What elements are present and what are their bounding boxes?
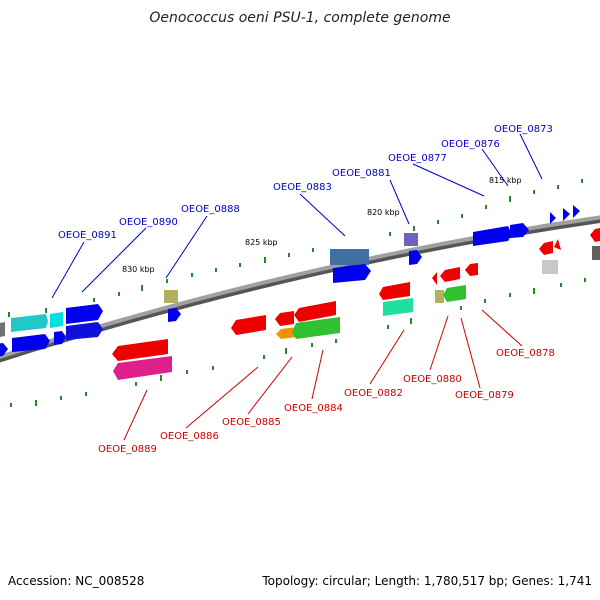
gene-label[interactable]: OEOE_0878 bbox=[496, 348, 555, 359]
gene-feature[interactable] bbox=[164, 290, 178, 303]
gene-feature[interactable] bbox=[66, 304, 103, 324]
gene-label[interactable]: OEOE_0885 bbox=[222, 417, 281, 428]
gene-feature[interactable] bbox=[292, 317, 340, 339]
gene-feature[interactable] bbox=[113, 356, 172, 380]
gene-feature[interactable] bbox=[573, 205, 580, 218]
gene-feature[interactable] bbox=[275, 311, 294, 326]
gene-label[interactable]: OEOE_0889 bbox=[98, 444, 157, 455]
gene-feature[interactable] bbox=[440, 267, 460, 282]
gene-label[interactable]: OEOE_0886 bbox=[160, 431, 219, 442]
gene-feature[interactable] bbox=[465, 263, 478, 276]
gene-feature[interactable] bbox=[50, 312, 63, 328]
gene-feature[interactable] bbox=[66, 322, 103, 340]
gene-feature[interactable] bbox=[379, 282, 410, 300]
gene-label[interactable]: OEOE_0888 bbox=[181, 204, 240, 215]
gene-feature[interactable] bbox=[383, 298, 413, 316]
gene-feature[interactable] bbox=[231, 315, 266, 335]
forward-labels: OEOE_0891 OEOE_0890 OEOE_0888 OEOE_0883 … bbox=[58, 124, 553, 241]
scale-label-820: 820 kbp bbox=[367, 208, 400, 217]
gene-feature[interactable] bbox=[435, 290, 444, 303]
gene-feature[interactable] bbox=[112, 339, 168, 361]
topology-text: Topology: circular; Length: 1,780,517 bp… bbox=[262, 574, 592, 588]
gene-label[interactable]: OEOE_0873 bbox=[494, 124, 553, 135]
gene-feature[interactable] bbox=[542, 260, 558, 274]
gene-label[interactable]: OEOE_0879 bbox=[455, 390, 514, 401]
scale-label-830: 830 kbp bbox=[122, 265, 155, 274]
gene-feature[interactable] bbox=[0, 343, 8, 357]
gene-feature[interactable] bbox=[11, 314, 48, 332]
gene-feature[interactable] bbox=[0, 322, 5, 338]
gene-label[interactable]: OEOE_0883 bbox=[273, 182, 332, 193]
gene-feature[interactable] bbox=[473, 226, 512, 246]
gene-feature[interactable] bbox=[590, 227, 600, 242]
gene-label[interactable]: OEOE_0884 bbox=[284, 403, 343, 414]
gene-feature[interactable] bbox=[510, 223, 529, 238]
forward-features bbox=[0, 205, 580, 357]
gene-feature[interactable] bbox=[12, 334, 50, 352]
gene-label[interactable]: OEOE_0880 bbox=[403, 374, 462, 385]
gene-feature[interactable] bbox=[550, 212, 556, 224]
gene-feature[interactable] bbox=[539, 241, 553, 255]
scale-ticks-inner bbox=[10, 278, 586, 407]
forward-leader-lines bbox=[51, 133, 543, 299]
gene-label[interactable]: OEOE_0881 bbox=[332, 168, 391, 179]
gene-feature[interactable] bbox=[294, 301, 336, 322]
reverse-leader-lines bbox=[123, 309, 523, 441]
gene-feature[interactable] bbox=[330, 249, 369, 265]
map-title: Oenococcus oeni PSU-1, complete genome bbox=[149, 10, 451, 26]
gene-feature[interactable] bbox=[54, 331, 66, 345]
gene-label[interactable]: OEOE_0882 bbox=[344, 388, 403, 399]
accession-text: Accession: NC_008528 bbox=[8, 574, 145, 588]
gene-feature[interactable] bbox=[333, 264, 371, 283]
scale-ticks-outer bbox=[8, 179, 583, 317]
gene-label[interactable]: OEOE_0890 bbox=[119, 217, 178, 228]
reverse-labels: OEOE_0889 OEOE_0886 OEOE_0885 OEOE_0884 … bbox=[98, 348, 555, 455]
gene-feature[interactable] bbox=[168, 308, 181, 322]
reverse-features bbox=[112, 227, 600, 380]
gene-feature[interactable] bbox=[276, 327, 297, 339]
gene-label[interactable]: OEOE_0877 bbox=[388, 153, 447, 164]
scale-label-815: 815 kbp bbox=[489, 176, 522, 185]
gene-label[interactable]: OEOE_0876 bbox=[441, 139, 500, 150]
gene-feature[interactable] bbox=[432, 272, 437, 285]
gene-feature[interactable] bbox=[409, 250, 422, 265]
gene-feature[interactable] bbox=[404, 233, 418, 246]
gene-feature[interactable] bbox=[554, 239, 561, 250]
gene-feature[interactable] bbox=[592, 246, 600, 260]
gene-label[interactable]: OEOE_0891 bbox=[58, 230, 117, 241]
scale-label-825: 825 kbp bbox=[245, 238, 278, 247]
gene-feature[interactable] bbox=[443, 285, 466, 302]
gene-feature[interactable] bbox=[563, 208, 570, 221]
